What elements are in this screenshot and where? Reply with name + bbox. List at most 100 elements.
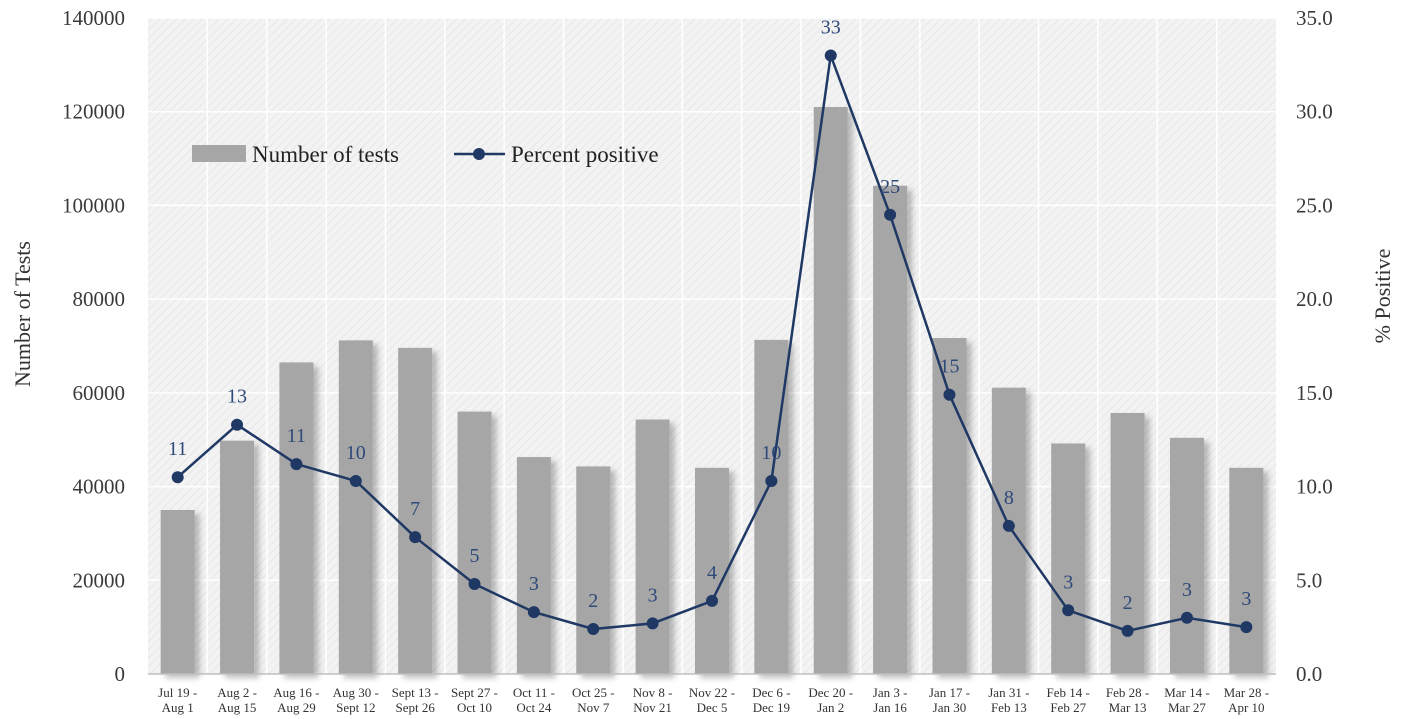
line-point: [824, 49, 837, 62]
line-point: [943, 388, 956, 401]
line-point: [884, 208, 897, 221]
x-tick-label: Aug 30 -Sept 12: [333, 685, 379, 715]
y2-tick-label: 15.0: [1296, 381, 1333, 405]
y-tick-label: 120000: [62, 100, 125, 124]
data-label: 3: [648, 584, 658, 606]
x-tick-label: Aug 2 -Aug 15: [217, 685, 257, 715]
x-tick-label: Mar 28 -Apr 10: [1224, 685, 1270, 715]
x-tick-label: Nov 8 -Nov 21: [633, 685, 673, 715]
bar: [220, 440, 255, 674]
y2-tick-label: 30.0: [1296, 100, 1333, 124]
y-tick-label: 40000: [73, 475, 126, 499]
x-tick-label: Aug 16 -Aug 29: [273, 685, 319, 715]
x-tick-label: Sept 27 -Oct 10: [451, 685, 498, 715]
x-tick-label: Feb 28 -Mar 13: [1106, 685, 1149, 715]
x-tick-label: Jul 19 -Aug 1: [158, 685, 197, 715]
x-tick-label: Dec 6 -Dec 19: [752, 685, 790, 715]
bar: [457, 411, 492, 674]
data-label: 5: [470, 545, 480, 567]
x-tick-label: Oct 25 -Nov 7: [572, 685, 615, 715]
line-point: [231, 418, 244, 431]
line-point: [171, 471, 184, 484]
line-layer: [171, 49, 1253, 637]
line-point: [1240, 621, 1253, 634]
line-point: [1180, 611, 1193, 624]
x-axis-ticks: Jul 19 -Aug 1 Aug 2 -Aug 15 Aug 16 -Aug 29…: [158, 685, 1269, 715]
y2-tick-label: 5.0: [1296, 568, 1322, 592]
line-point: [587, 623, 600, 636]
data-label: 11: [168, 438, 187, 460]
x-tick-label: Dec 20 -Jan 2: [808, 685, 853, 715]
x-tick-label: Mar 14 -Mar 27: [1164, 685, 1210, 715]
legend-label-bars: Number of tests: [252, 142, 399, 167]
bar: [160, 510, 195, 674]
data-label: 25: [880, 176, 900, 198]
bar: [576, 466, 611, 674]
x-tick-label: Nov 22 -Dec 5: [689, 685, 735, 715]
bar: [873, 185, 908, 674]
bar: [635, 419, 670, 674]
bar: [1169, 437, 1204, 674]
bar: [932, 338, 967, 674]
data-label: 2: [1123, 592, 1133, 614]
grid-lines: [148, 17, 1276, 674]
line-point: [1002, 519, 1015, 532]
line-point: [646, 617, 659, 630]
y-axis-label: Number of Tests: [10, 241, 35, 387]
data-label: 3: [1182, 579, 1192, 601]
y2-tick-label: 20.0: [1296, 287, 1333, 311]
data-label: 10: [761, 442, 781, 464]
y-tick-label: 140000: [62, 6, 125, 30]
legend-swatch-marker: [473, 148, 485, 160]
y-tick-label: 80000: [73, 287, 126, 311]
y-tick-label: 0: [115, 662, 126, 686]
y2-tick-label: 25.0: [1296, 193, 1333, 217]
x-tick-label: Feb 14 -Feb 27: [1047, 685, 1090, 715]
y2-tick-label: 35.0: [1296, 6, 1333, 30]
left-axis-ticks: 0 20000 40000 60000 80000 100000 120000 140000: [62, 6, 125, 686]
bar: [398, 347, 433, 674]
data-label: 11: [287, 425, 306, 447]
data-label: 4: [707, 562, 717, 584]
y-tick-label: 20000: [73, 568, 126, 592]
line-point: [349, 474, 362, 487]
legend-swatch-bars: [192, 145, 246, 162]
bar: [279, 362, 314, 674]
data-label: 15: [939, 356, 959, 378]
bar: [695, 467, 729, 674]
data-label: 13: [227, 386, 247, 408]
data-label: 33: [821, 16, 841, 38]
y-tick-label: 100000: [62, 193, 125, 217]
y-tick-label: 60000: [73, 381, 126, 405]
line-point: [765, 474, 778, 487]
bar: [1051, 443, 1086, 674]
line-point: [468, 578, 481, 591]
data-label: 7: [410, 498, 420, 520]
data-label: 3: [1063, 571, 1073, 593]
bar: [1229, 467, 1264, 674]
bar: [516, 457, 551, 674]
y2-axis-label: % Positive: [1370, 249, 1395, 344]
x-tick-label: Oct 11 -Oct 24: [513, 685, 555, 715]
data-label: 2: [588, 590, 598, 612]
bar: [338, 340, 373, 674]
data-label: 3: [529, 573, 539, 595]
x-tick-label: Sept 13 -Sept 26: [392, 685, 439, 715]
line-point: [409, 531, 422, 544]
legend-label-line: Percent positive: [511, 142, 659, 167]
line-point: [1062, 604, 1075, 617]
data-label: 10: [346, 442, 366, 464]
right-axis-ticks: 0.0 5.0 10.0 15.0 20.0 25.0 30.0 35.0: [1296, 6, 1333, 686]
data-label: 8: [1004, 487, 1014, 509]
x-tick-label: Jan 3 -Jan 16: [873, 685, 908, 715]
line-point: [1121, 624, 1134, 637]
line-point: [290, 458, 303, 471]
y2-tick-label: 10.0: [1296, 475, 1333, 499]
x-tick-label: Jan 17 -Jan 30: [929, 685, 970, 715]
line-point: [527, 606, 540, 619]
data-label: 3: [1241, 588, 1251, 610]
x-tick-label: Jan 31 -Feb 13: [988, 685, 1029, 715]
bar: [813, 107, 848, 675]
